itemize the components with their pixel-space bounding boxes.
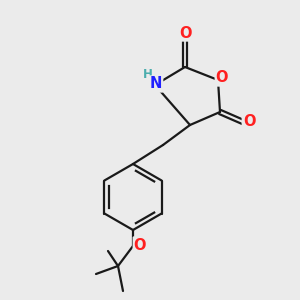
Text: N: N	[150, 76, 162, 92]
Text: O: O	[216, 70, 228, 86]
Text: O: O	[243, 115, 255, 130]
Text: O: O	[134, 238, 146, 253]
Text: H: H	[143, 68, 153, 82]
Text: O: O	[179, 26, 191, 40]
